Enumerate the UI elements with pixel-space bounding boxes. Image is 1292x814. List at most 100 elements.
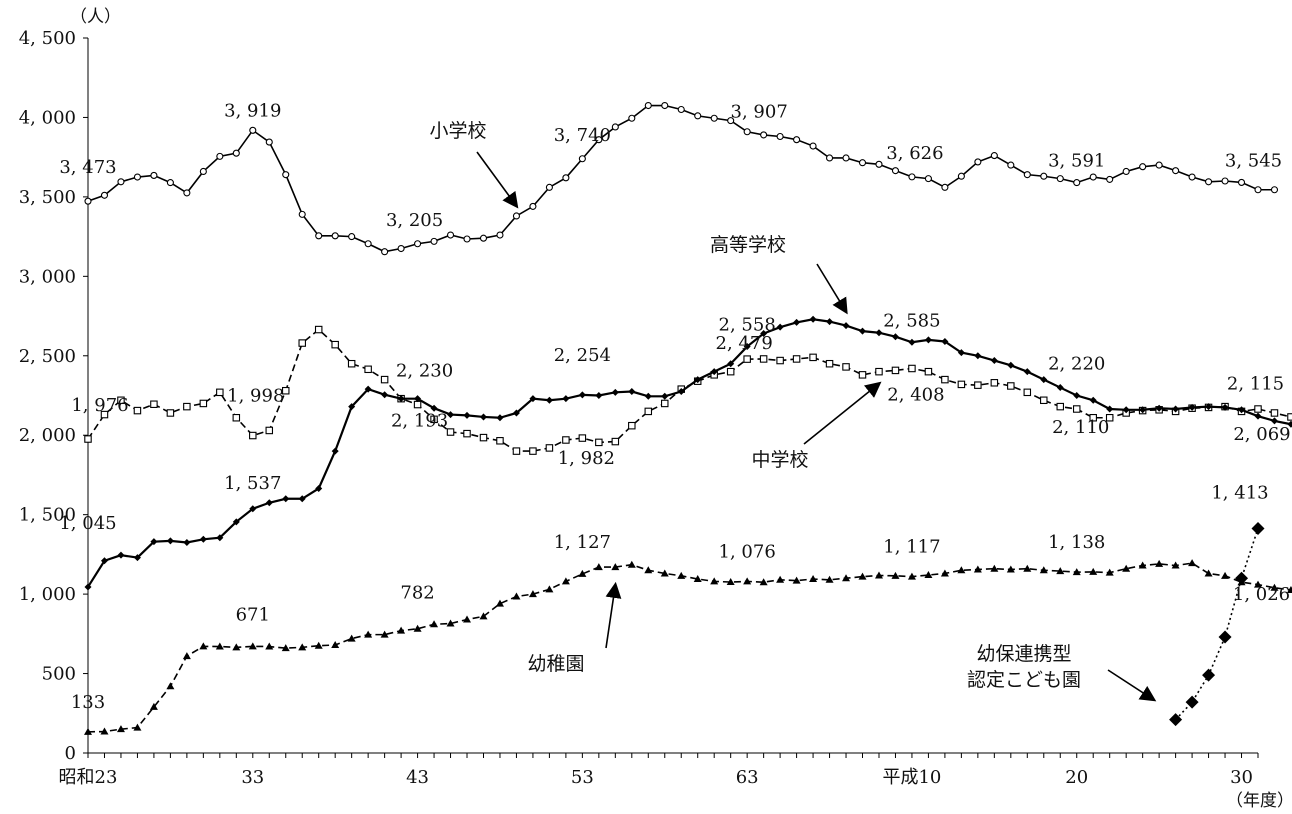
data-point: [1105, 568, 1114, 576]
data-point: [891, 571, 900, 579]
data-point: [859, 327, 867, 335]
data-point: [743, 343, 751, 351]
data-point: [842, 574, 851, 582]
data-point: [627, 560, 636, 568]
data-point: [760, 131, 768, 139]
data-point: [331, 640, 340, 648]
data-label: 1, 976: [71, 395, 128, 416]
data-point: [594, 563, 603, 571]
data-point: [430, 620, 439, 628]
data-label: 2, 558: [719, 315, 776, 336]
data-point: [150, 171, 158, 179]
data-point: [1254, 405, 1262, 413]
data-point: [479, 433, 488, 442]
data-point: [182, 652, 191, 660]
data-point: [1205, 403, 1213, 411]
data-point: [1089, 413, 1097, 422]
data-point: [512, 592, 521, 600]
data-point: [298, 495, 306, 503]
data-point: [1007, 382, 1015, 390]
data-point: [117, 551, 125, 559]
x-tick-label: 33: [241, 767, 264, 788]
data-point: [1040, 172, 1048, 180]
data-point: [315, 484, 323, 492]
data-point: [858, 572, 867, 580]
data-point: [990, 152, 998, 160]
data-point: [1056, 175, 1064, 183]
data-point: [1221, 571, 1230, 579]
data-point: [183, 189, 191, 197]
data-point: [611, 437, 620, 446]
data-point: [924, 175, 932, 183]
data-point: [776, 132, 784, 141]
data-point: [249, 126, 257, 134]
data-label: 782: [400, 583, 434, 604]
data-point: [1155, 161, 1163, 169]
data-point: [529, 447, 537, 455]
data-point: [907, 572, 916, 580]
y-tick-label: 4, 500: [19, 28, 76, 49]
data-point: [809, 142, 817, 150]
data-label: 1, 537: [224, 473, 281, 494]
data-label: 3, 545: [1225, 150, 1282, 171]
data-point: [249, 505, 257, 513]
data-point: [1205, 178, 1213, 186]
data-point: [183, 402, 191, 411]
data-point: [479, 413, 487, 421]
data-point: [1254, 412, 1262, 420]
data-point: [776, 323, 784, 331]
data-point: [628, 114, 636, 122]
data-point: [1238, 406, 1246, 414]
data-point: [644, 101, 652, 110]
data-point: [1251, 521, 1265, 535]
data-point: [216, 534, 224, 542]
data-point: [216, 388, 224, 397]
data-point: [1221, 403, 1229, 411]
data-point: [776, 356, 784, 365]
data-point: [1039, 566, 1048, 574]
data-point: [842, 154, 850, 162]
data-label: 1, 413: [1211, 482, 1268, 503]
data-point: [792, 576, 801, 584]
data-point: [1218, 630, 1232, 644]
y-axis-unit-label: （人）: [70, 7, 121, 27]
data-point: [463, 411, 471, 419]
data-point: [133, 723, 142, 731]
y-tick-label: 1, 500: [19, 505, 76, 526]
data-point: [1202, 668, 1216, 682]
data-point: [117, 396, 125, 405]
data-point: [809, 353, 817, 362]
data-label: 2, 230: [396, 361, 453, 382]
data-point: [265, 642, 274, 650]
data-point: [940, 569, 949, 577]
data-point: [941, 375, 949, 384]
data-label: 2, 479: [716, 333, 773, 354]
data-point: [1073, 392, 1081, 399]
data-point: [562, 174, 570, 182]
data-point: [578, 569, 587, 577]
series-name-label: 小学校: [429, 120, 486, 142]
y-tick-label: 2, 500: [19, 346, 76, 367]
data-point: [1056, 567, 1065, 575]
data-point: [447, 411, 455, 419]
x-tick-label: 30: [1230, 767, 1253, 788]
y-tick-label: 4, 000: [19, 107, 76, 128]
data-point: [1270, 583, 1279, 591]
data-point: [545, 585, 554, 593]
data-point: [776, 575, 785, 583]
data-label: 2, 110: [1052, 417, 1109, 438]
data-point: [463, 615, 472, 623]
data-point: [397, 395, 405, 403]
data-point: [611, 388, 619, 396]
data-point: [1023, 564, 1032, 572]
data-point: [1169, 713, 1183, 727]
data-point: [1122, 167, 1130, 176]
data-point: [133, 554, 141, 562]
x-axis-unit-label: （年度）: [1226, 791, 1292, 811]
data-point: [710, 114, 718, 122]
data-point: [1270, 409, 1279, 417]
data-point: [1105, 413, 1114, 422]
data-point: [215, 642, 224, 650]
